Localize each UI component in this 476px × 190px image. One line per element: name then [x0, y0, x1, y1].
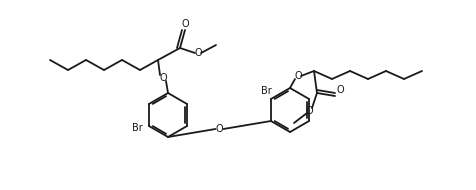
Text: O: O — [336, 85, 343, 95]
Text: O: O — [305, 106, 312, 116]
Text: Br: Br — [260, 86, 271, 96]
Text: O: O — [159, 73, 167, 83]
Text: Br: Br — [131, 123, 142, 133]
Text: O: O — [181, 19, 188, 29]
Text: O: O — [215, 124, 223, 134]
Text: O: O — [194, 48, 201, 58]
Text: O: O — [294, 71, 301, 81]
